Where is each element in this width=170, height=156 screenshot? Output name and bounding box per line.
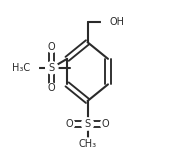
Circle shape: [81, 138, 94, 151]
Text: O: O: [48, 42, 56, 52]
Circle shape: [24, 61, 38, 75]
Circle shape: [46, 62, 58, 74]
Circle shape: [102, 15, 114, 28]
Text: S: S: [49, 63, 55, 73]
Circle shape: [100, 119, 110, 129]
Text: OH: OH: [109, 17, 124, 27]
Circle shape: [47, 42, 57, 52]
Circle shape: [65, 119, 75, 129]
Text: S: S: [84, 119, 91, 129]
Text: CH₃: CH₃: [79, 139, 97, 149]
Text: O: O: [48, 83, 56, 93]
Text: H₃C: H₃C: [12, 63, 30, 73]
Circle shape: [81, 118, 94, 130]
Text: O: O: [102, 119, 109, 129]
Text: O: O: [66, 119, 73, 129]
Circle shape: [47, 83, 57, 93]
